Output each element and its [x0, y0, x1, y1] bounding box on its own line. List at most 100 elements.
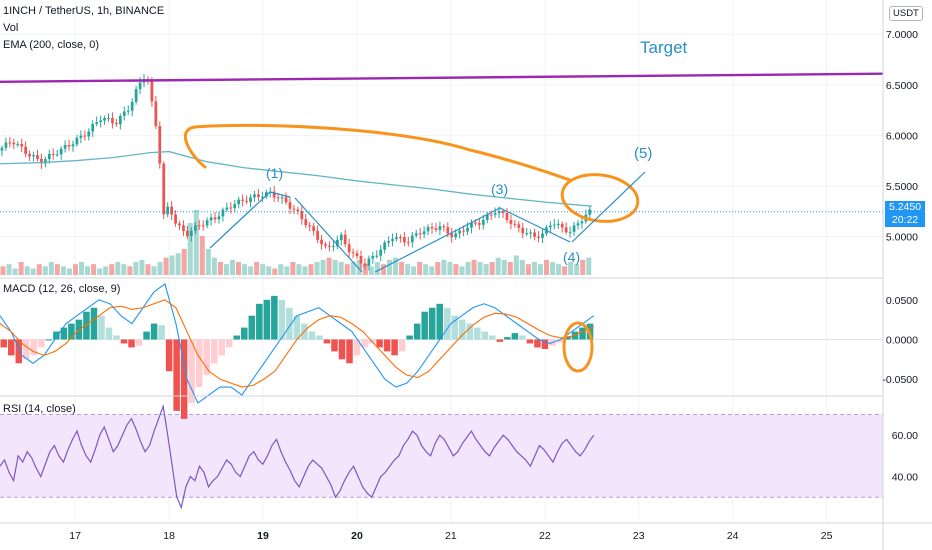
wave-line-2	[294, 197, 363, 273]
candle-body	[186, 231, 189, 236]
macd-histogram-bar	[83, 311, 90, 340]
candle-body	[257, 194, 260, 197]
macd-histogram-bar	[233, 335, 241, 340]
candle-body	[28, 153, 31, 157]
volume-bar	[495, 257, 501, 275]
y-tick-label-6.0000: 6.0000	[886, 130, 918, 142]
currency-unit-button[interactable]: USDT	[889, 6, 923, 21]
candle-body	[75, 137, 79, 145]
candle-body	[201, 225, 205, 227]
y-tick-label-5.0000: 5.0000	[886, 232, 918, 244]
macd-histogram-bar	[225, 339, 233, 348]
volume-bar	[519, 259, 525, 275]
volume-bar	[483, 264, 489, 275]
rsi-tick-label-60.00: 60.00	[892, 430, 918, 442]
volume-bar	[525, 264, 531, 275]
macd-histogram-bar	[353, 339, 361, 356]
volume-bar	[72, 264, 79, 275]
macd-histogram-bar	[23, 339, 30, 360]
volume-bar	[332, 259, 338, 275]
candle-body	[170, 206, 174, 215]
x-tick-label-18: 18	[163, 530, 175, 542]
macd-histogram-bar	[263, 299, 271, 340]
volume-bar	[513, 255, 519, 275]
candle-body	[529, 232, 533, 234]
candle-body	[387, 241, 390, 243]
volume-bar	[60, 266, 66, 275]
macd-histogram-bar	[579, 327, 586, 340]
candle-body	[450, 233, 454, 238]
candle-body	[304, 219, 308, 226]
volume-bar	[54, 264, 60, 275]
macd-histogram-bar	[534, 339, 541, 348]
volume-bar	[290, 262, 296, 275]
candle-body	[343, 234, 347, 245]
x-tick-label-21: 21	[445, 530, 457, 542]
volume-bar	[393, 257, 399, 275]
candle-body	[150, 81, 154, 102]
candle-body	[505, 212, 509, 221]
volume-bar	[429, 266, 435, 275]
volume-bars	[0, 210, 592, 275]
candle-body	[130, 101, 134, 111]
candle-body	[568, 231, 572, 233]
candle-body	[12, 142, 16, 145]
macd-histogram-bar	[53, 331, 60, 340]
macd-histogram-bar	[361, 339, 368, 348]
macd-histogram-bar	[120, 339, 128, 344]
macd-histogram-bar	[308, 331, 316, 340]
rsi-label: RSI (14, close)	[3, 403, 76, 415]
volume-bar	[236, 262, 242, 275]
candle-body	[276, 197, 280, 199]
orange-arc-markup	[183, 123, 572, 182]
candle-body	[331, 246, 335, 248]
candle-body	[249, 197, 252, 202]
macd-histogram-bar	[105, 327, 113, 340]
volume-bar	[380, 264, 386, 275]
candle-body	[375, 255, 379, 257]
candle-body	[20, 144, 24, 147]
candle-body	[213, 217, 217, 220]
macd-histogram-bar	[293, 315, 301, 340]
volume-bar	[121, 264, 127, 275]
candle-body	[162, 163, 166, 215]
macd-histogram-bar	[421, 311, 428, 340]
candle-body	[580, 221, 584, 224]
volume-bar	[217, 262, 223, 275]
volume-bar	[586, 257, 592, 275]
candle-body	[71, 144, 75, 147]
wave-1-label: (1)	[266, 165, 284, 181]
candle-body	[83, 135, 87, 137]
candle-body	[470, 222, 473, 228]
candle-body	[462, 230, 465, 232]
candle-body	[458, 230, 462, 234]
macd-histogram-bar	[504, 337, 511, 340]
volume-bar	[115, 262, 121, 275]
macd-label: MACD (12, 26, close, 9)	[3, 283, 121, 295]
macd-pane	[0, 283, 883, 419]
volume-bar	[278, 264, 284, 275]
target-line	[0, 72, 884, 83]
candle-body	[521, 227, 525, 234]
macd-histogram-bar	[406, 335, 413, 340]
volume-bar	[91, 264, 97, 275]
macd-histogram-bar	[0, 339, 8, 348]
volume-bar	[97, 268, 103, 275]
volume-bar	[187, 223, 193, 275]
candle-body	[4, 142, 8, 148]
target-annotation: Target	[640, 38, 688, 57]
rsi-line	[0, 403, 595, 510]
volume-bar	[435, 262, 441, 275]
macd-line	[0, 283, 595, 404]
candle-body	[367, 258, 371, 266]
candle-body	[466, 227, 469, 232]
candle-body	[347, 244, 351, 253]
macd-histogram-bar	[218, 339, 225, 356]
macd-histogram-bar	[466, 323, 474, 340]
macd-histogram-bar	[413, 323, 421, 340]
candle-body	[477, 223, 481, 225]
volume-bar	[411, 266, 417, 275]
macd-histogram-bar	[113, 335, 120, 340]
volume-bar	[568, 262, 574, 275]
